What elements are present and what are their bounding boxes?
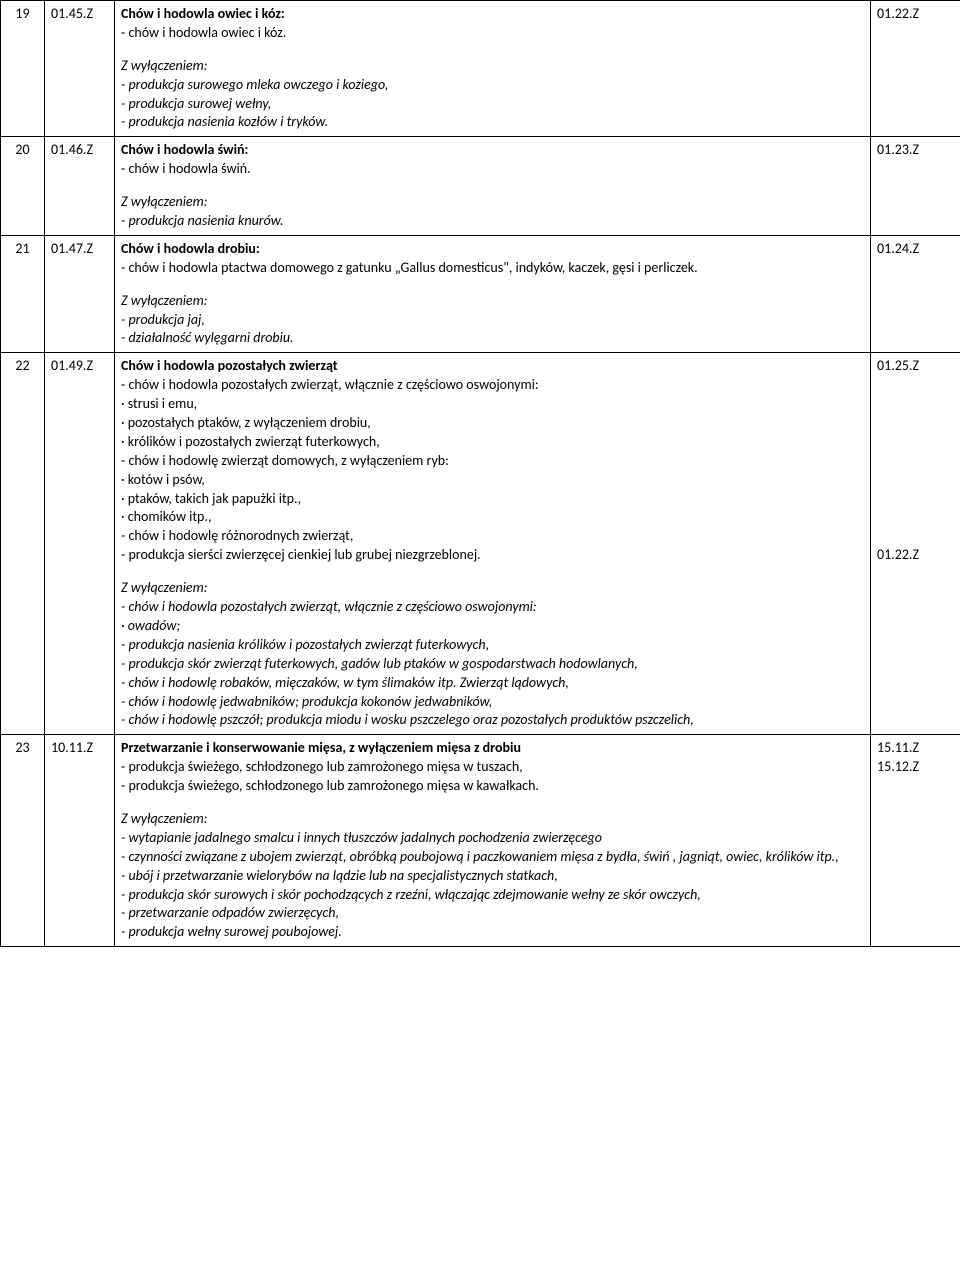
text-line: - produkcja sierści zwierzęcej cienkiej …: [121, 546, 864, 565]
reference-code: [877, 433, 954, 452]
row-reference: 01.25.Z 01.22.Z: [871, 353, 960, 735]
text-line: - chów i hodowla owiec i kóz.: [121, 24, 864, 43]
row-code: 01.46.Z: [45, 137, 115, 236]
row-code: 10.11.Z: [45, 735, 115, 947]
text-line: - produkcja wełny surowej poubojowej.: [121, 923, 864, 942]
text-line: - produkcja świeżego, schłodzonego lub z…: [121, 777, 864, 796]
text-line: - chów i hodowla świń.: [121, 160, 864, 179]
row-code: 01.45.Z: [45, 1, 115, 137]
text-line: · pozostałych ptaków, z wyłączeniem drob…: [121, 414, 864, 433]
text-line: - produkcja surowej wełny,: [121, 95, 864, 114]
reference-code: 15.12.Z: [877, 758, 954, 777]
text-line: - produkcja świeżego, schłodzonego lub z…: [121, 758, 864, 777]
text-line: - ubój i przetwarzanie wielorybów na ląd…: [121, 867, 864, 886]
text-line: Chów i hodowla owiec i kóz:: [121, 5, 864, 24]
text-line: - chów i hodowla pozostałych zwierząt, w…: [121, 376, 864, 395]
table-row: 1901.45.ZChów i hodowla owiec i kóz:- ch…: [1, 1, 960, 137]
text-line: - produkcja nasienia królików i pozostał…: [121, 636, 864, 655]
table-row: 2101.47.ZChów i hodowla drobiu:- chów i …: [1, 235, 960, 352]
text-line: Chów i hodowla świń:: [121, 141, 864, 160]
text-line: Z wyłączeniem:: [121, 292, 864, 311]
text-line: - chów i hodowlę zwierząt domowych, z wy…: [121, 452, 864, 471]
text-line: Z wyłączeniem:: [121, 193, 864, 212]
row-number: 23: [1, 735, 45, 947]
text-line: - produkcja skór zwierząt futerkowych, g…: [121, 655, 864, 674]
table-row: 2001.46.ZChów i hodowla świń:- chów i ho…: [1, 137, 960, 236]
table-row: 2310.11.Z Przetwarzanie i konserwowanie m…: [1, 735, 960, 947]
text-line: · królików i pozostałych zwierząt futerk…: [121, 433, 864, 452]
text-line: - produkcja skór surowych i skór pochodz…: [121, 886, 864, 905]
row-code: 01.49.Z: [45, 353, 115, 735]
text-line: Z wyłączeniem:: [121, 810, 864, 829]
text-line: - chów i hodowlę jedwabników; produkcja …: [121, 693, 864, 712]
text-line: Z wyłączeniem:: [121, 579, 864, 598]
reference-code: [877, 376, 954, 395]
reference-code: 01.25.Z: [877, 357, 954, 376]
text-line: - produkcja jaj,: [121, 311, 864, 330]
reference-code: [877, 395, 954, 414]
text-line: Chów i hodowla drobiu:: [121, 240, 864, 259]
row-description: Chów i hodowla pozostałych zwierząt- chó…: [115, 353, 871, 735]
row-code: 01.47.Z: [45, 235, 115, 352]
text-line: - chów i hodowlę różnorodnych zwierząt,: [121, 527, 864, 546]
text-line: - produkcja nasienia kozłów i tryków.: [121, 113, 864, 132]
reference-code: 01.22.Z: [877, 5, 954, 24]
row-number: 19: [1, 1, 45, 137]
text-line: - działalność wylęgarni drobiu.: [121, 329, 864, 348]
table-row: 2201.49.ZChów i hodowla pozostałych zwie…: [1, 353, 960, 735]
text-line: - chów i hodowla pozostałych zwierząt, w…: [121, 598, 864, 617]
row-number: 22: [1, 353, 45, 735]
row-description: Przetwarzanie i konserwowanie mięsa, z w…: [115, 735, 871, 947]
row-description: Chów i hodowla świń:- chów i hodowla świ…: [115, 137, 871, 236]
reference-code: 01.24.Z: [877, 240, 954, 259]
row-number: 20: [1, 137, 45, 236]
reference-code: 01.23.Z: [877, 141, 954, 160]
reference-code: [877, 508, 954, 527]
row-description: Chów i hodowla drobiu:- chów i hodowla p…: [115, 235, 871, 352]
reference-code: [877, 452, 954, 471]
text-line: - produkcja nasienia knurów.: [121, 212, 864, 231]
text-line: - chów i hodowla ptactwa domowego z gatu…: [121, 259, 864, 278]
text-line: Chów i hodowla pozostałych zwierząt: [121, 357, 864, 376]
text-line: - chów i hodowlę robaków, mięczaków, w t…: [121, 674, 864, 693]
reference-code: [877, 490, 954, 509]
reference-code: 15.11.Z: [877, 739, 954, 758]
classification-table: 1901.45.ZChów i hodowla owiec i kóz:- ch…: [0, 0, 960, 947]
reference-code: [877, 471, 954, 490]
text-line: · ptaków, takich jak papużki itp.,: [121, 490, 864, 509]
row-reference: 01.23.Z: [871, 137, 960, 236]
text-line: - wytapianie jadalnego smalcu i innych t…: [121, 829, 864, 848]
row-reference: 15.11.Z15.12.Z: [871, 735, 960, 947]
text-line: - czynności związane z ubojem zwierząt, …: [121, 848, 864, 867]
text-line: · owadów;: [121, 617, 864, 636]
row-reference: 01.22.Z: [871, 1, 960, 137]
text-line: · chomików itp.,: [121, 508, 864, 527]
text-line: - chów i hodowlę pszczół; produkcja miod…: [121, 711, 864, 730]
reference-code: [877, 414, 954, 433]
text-line: · kotów i psów,: [121, 471, 864, 490]
text-line: - przetwarzanie odpadów zwierzęcych,: [121, 904, 864, 923]
text-line: · strusi i emu,: [121, 395, 864, 414]
reference-code: 01.22.Z: [877, 546, 954, 565]
text-line: Przetwarzanie i konserwowanie mięsa, z w…: [121, 739, 864, 758]
text-line: Z wyłączeniem:: [121, 57, 864, 76]
row-reference: 01.24.Z: [871, 235, 960, 352]
reference-code: [877, 527, 954, 546]
row-number: 21: [1, 235, 45, 352]
text-line: - produkcja surowego mleka owczego i koz…: [121, 76, 864, 95]
row-description: Chów i hodowla owiec i kóz:- chów i hodo…: [115, 1, 871, 137]
